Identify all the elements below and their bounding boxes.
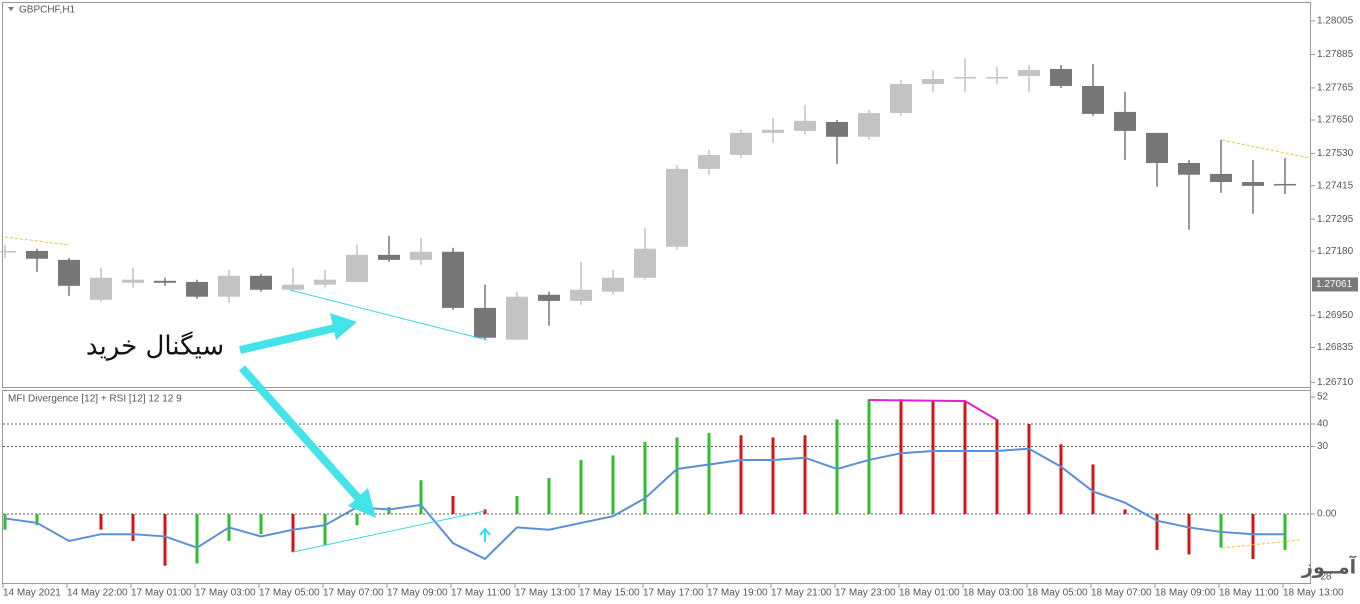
candle-body xyxy=(1114,111,1136,131)
candle-body xyxy=(0,250,16,253)
candle-body xyxy=(602,277,624,292)
candle-body xyxy=(154,280,176,283)
y-tick-label: -28 xyxy=(1317,572,1332,583)
x-tick-label: 18 May 11:00 xyxy=(1219,588,1279,599)
divergence-line xyxy=(292,510,486,553)
candle-body xyxy=(378,254,400,260)
candle-body xyxy=(858,113,880,137)
candle-body xyxy=(218,275,240,297)
x-tick-label: 17 May 15:00 xyxy=(579,588,640,599)
indicator-title: MFI Divergence [12] + RSI [12] 12 12 9 xyxy=(8,394,182,405)
candle-body xyxy=(26,250,48,259)
candle-body xyxy=(666,168,688,247)
x-tick-label: 17 May 13:00 xyxy=(515,588,576,599)
x-tick-label: 17 May 03:00 xyxy=(195,588,256,599)
x-tick-label: 18 May 13:00 xyxy=(1283,588,1344,599)
x-tick-label: 18 May 05:00 xyxy=(1027,588,1088,599)
candle-body xyxy=(730,132,752,155)
trend-line xyxy=(1221,539,1301,549)
signal-arrow xyxy=(479,527,491,542)
candle-body xyxy=(762,129,784,133)
candle-body xyxy=(890,84,912,114)
x-tick-label: 17 May 09:00 xyxy=(387,588,448,599)
candle-body xyxy=(1178,163,1200,175)
x-tick-label: 18 May 03:00 xyxy=(963,588,1024,599)
pointer-arrow xyxy=(330,313,357,340)
pointer-arrow xyxy=(239,365,363,503)
y-tick-label: 1.27885 xyxy=(1317,49,1354,60)
candle-body xyxy=(1274,183,1296,186)
candle-body xyxy=(58,259,80,286)
y-tick-label: 40 xyxy=(1317,419,1329,430)
x-tick-label: 18 May 09:00 xyxy=(1155,588,1216,599)
candle-body xyxy=(570,289,592,301)
trend-line xyxy=(4,236,71,246)
y-tick-label: 1.27530 xyxy=(1317,148,1354,159)
x-tick-label: 17 May 21:00 xyxy=(771,588,832,599)
current-price-box xyxy=(1312,277,1358,292)
candle-body xyxy=(1082,85,1104,114)
rsi-line xyxy=(4,447,1285,561)
candle-body xyxy=(250,275,272,290)
y-tick-label: 52 xyxy=(1317,392,1329,403)
dropdown-icon xyxy=(8,7,14,11)
candle-body xyxy=(1050,68,1072,86)
candle-body xyxy=(1210,173,1232,182)
candle-body xyxy=(122,279,144,283)
divergence-line xyxy=(868,399,998,421)
candle-body xyxy=(538,294,560,301)
pointer-arrow xyxy=(239,324,336,354)
y-tick-label: 1.26710 xyxy=(1317,377,1354,388)
pointer-arrow xyxy=(348,488,376,518)
x-tick-label: 14 May 2021 xyxy=(3,588,61,599)
x-tick-label: 14 May 22:00 xyxy=(67,588,128,599)
candle-body xyxy=(90,277,112,300)
candle-body xyxy=(1146,132,1168,164)
candle-body xyxy=(506,296,528,340)
y-tick-label: 1.27650 xyxy=(1317,115,1354,126)
x-tick-label: 18 May 07:00 xyxy=(1091,588,1152,599)
x-tick-label: 17 May 23:00 xyxy=(835,588,896,599)
y-tick-label: 1.27295 xyxy=(1317,214,1354,225)
x-tick-label: 17 May 17:00 xyxy=(643,588,704,599)
x-tick-label: 17 May 07:00 xyxy=(323,588,384,599)
candle-body xyxy=(1018,70,1040,76)
y-tick-label: 1.27765 xyxy=(1317,83,1354,94)
y-tick-label: 1.26835 xyxy=(1317,342,1354,353)
watermark: انتشار در وبسایت ســود آمــوز xyxy=(1301,555,1360,579)
current-price-label: 1.27061 xyxy=(1316,279,1353,290)
candle-body xyxy=(410,251,432,260)
candle-body xyxy=(314,279,336,285)
candle-body xyxy=(346,254,368,282)
x-tick-label: 18 May 01:00 xyxy=(899,588,960,599)
y-tick-label: 1.26950 xyxy=(1317,310,1354,321)
x-tick-label: 17 May 05:00 xyxy=(259,588,320,599)
y-tick-label: 1.28005 xyxy=(1317,16,1354,27)
candle-body xyxy=(986,77,1008,79)
candle-body xyxy=(442,251,464,308)
candle-body xyxy=(474,307,496,338)
y-tick-label: 1.27415 xyxy=(1317,180,1354,191)
y-tick-label: 30 xyxy=(1317,441,1329,452)
candle-body xyxy=(954,77,976,79)
candle-body xyxy=(922,78,944,85)
y-tick-label: 0.00 xyxy=(1317,509,1337,520)
candle-body xyxy=(634,248,656,278)
candle-body xyxy=(1242,181,1264,186)
candle-body xyxy=(826,121,848,137)
candle-body xyxy=(698,154,720,169)
candle-body xyxy=(794,120,816,131)
chart-title: GBPCHF,H1 xyxy=(19,5,76,16)
annotation: سیگنال خرید xyxy=(86,331,224,362)
x-tick-label: 17 May 19:00 xyxy=(707,588,768,599)
divergence-line xyxy=(289,289,488,341)
candle-body xyxy=(282,284,304,290)
candle-body xyxy=(186,281,208,297)
x-tick-label: 17 May 01:00 xyxy=(131,588,192,599)
x-tick-label: 17 May 11:00 xyxy=(451,588,511,599)
y-tick-label: 1.27180 xyxy=(1317,246,1354,257)
